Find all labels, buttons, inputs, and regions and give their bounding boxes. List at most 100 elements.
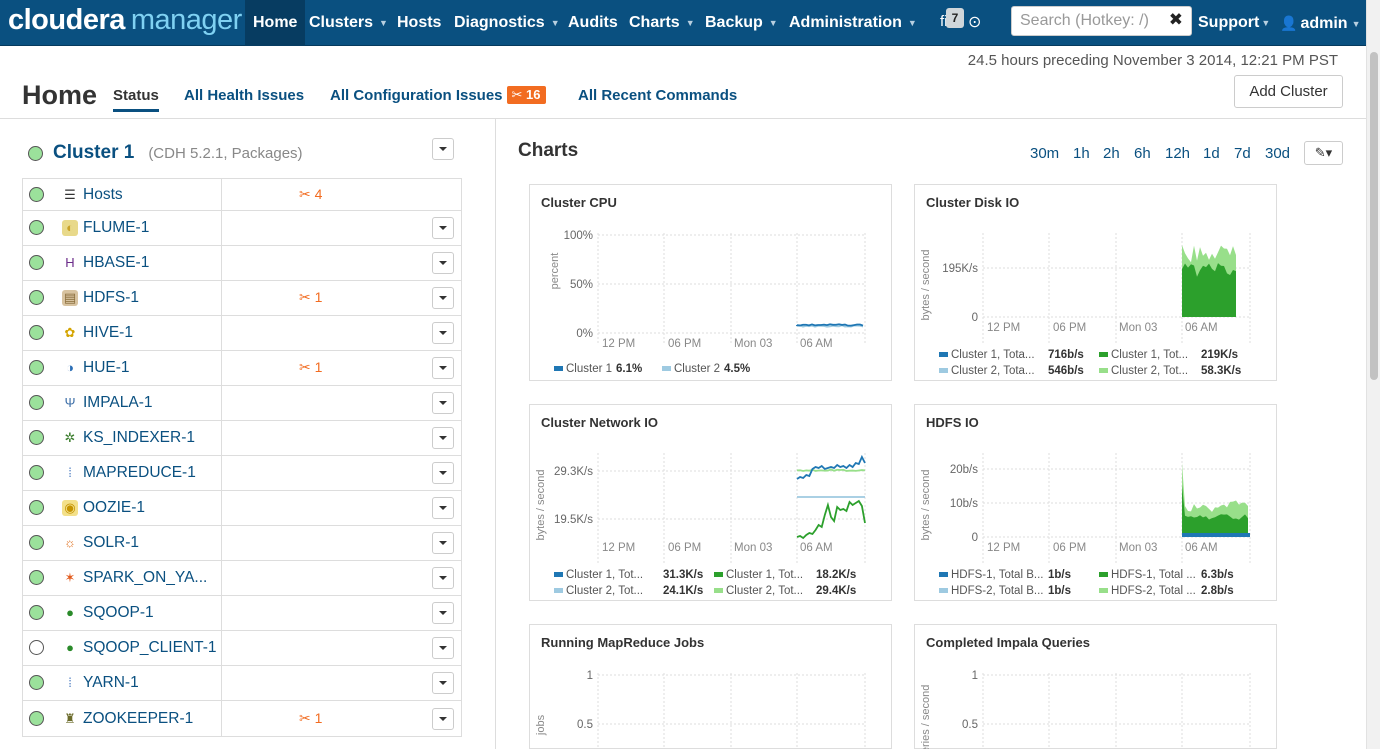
wrench-icon[interactable]: ﬁ xyxy=(940,13,948,30)
time-range-6h[interactable]: 6h xyxy=(1134,145,1151,162)
time-range-label[interactable]: 24.5 hours preceding November 3 2014, 12… xyxy=(967,52,1338,69)
service-name-link[interactable]: SQOOP_CLIENT-1 xyxy=(83,639,217,656)
service-actions-dropdown[interactable] xyxy=(432,392,454,414)
service-actions-dropdown[interactable] xyxy=(432,357,454,379)
service-name-link[interactable]: KS_INDEXER-1 xyxy=(83,429,195,446)
nav-clusters[interactable]: Clusters ▼ xyxy=(309,14,388,32)
tab-all-recent-commands[interactable]: All Recent Commands xyxy=(578,87,738,104)
service-row: ☼ SOLR-1 xyxy=(23,526,461,561)
chart-card[interactable]: 100% 50% 0% percent 12 PM 06 PM Mon 03 06 AM Clu… xyxy=(529,184,892,381)
service-actions-dropdown[interactable] xyxy=(432,602,454,624)
service-actions-dropdown[interactable] xyxy=(432,462,454,484)
chart-card[interactable]: 195K/s 0 bytes / second 12 PM 06 PM Mon 03 06 … xyxy=(914,184,1277,381)
config-issue-alert[interactable]: ✂ 1 xyxy=(299,289,323,305)
search-box[interactable]: ✖ xyxy=(1011,6,1192,36)
service-name-link[interactable]: ZOOKEEPER-1 xyxy=(83,709,194,727)
tab-all-health-issues[interactable]: All Health Issues xyxy=(184,87,305,104)
legend-item[interactable]: HDFS-2, Total B... 1b/s xyxy=(939,585,1071,597)
legend-item[interactable]: Cluster 1, Tot... 31.3K/s xyxy=(554,569,703,581)
clear-search-icon[interactable]: ✖ xyxy=(1168,10,1183,29)
service-actions-dropdown[interactable] xyxy=(432,672,454,694)
time-range-30d[interactable]: 30d xyxy=(1265,145,1291,162)
legend-item[interactable]: Cluster 2, Tot... 24.1K/s xyxy=(554,585,703,597)
config-issue-alert[interactable]: ✂ 1 xyxy=(299,359,323,375)
messages-badge[interactable]: 7 xyxy=(946,8,964,28)
time-range-1d[interactable]: 1d xyxy=(1203,145,1220,162)
legend-item[interactable]: Cluster 2, Tota... 546b/s xyxy=(939,365,1084,377)
legend-item[interactable]: Cluster 1, Tot... 219K/s xyxy=(1099,349,1238,361)
legend-item[interactable]: HDFS-1, Total ... 6.3b/s xyxy=(1099,569,1234,581)
service-name-link[interactable]: SPARK_ON_YA... xyxy=(83,569,208,586)
legend-item[interactable]: Cluster 1, Tot... 18.2K/s xyxy=(714,569,856,581)
service-actions-dropdown[interactable] xyxy=(432,252,454,274)
clock-icon[interactable]: ⊙ xyxy=(968,14,982,31)
service-name-link[interactable]: FLUME-1 xyxy=(83,219,150,236)
time-range-12h[interactable]: 12h xyxy=(1165,145,1191,162)
legend-item[interactable]: Cluster 2, Tot... 29.4K/s xyxy=(714,585,856,597)
service-actions-dropdown[interactable] xyxy=(432,287,454,309)
cluster-actions-dropdown[interactable] xyxy=(432,138,454,160)
service-name-link[interactable]: SOLR-1 xyxy=(83,534,139,551)
tab-status[interactable]: Status xyxy=(113,87,159,112)
edit-charts-button[interactable]: ✎▾ xyxy=(1304,141,1343,165)
cloudera-manager-logo[interactable]: cloudera manager xyxy=(8,4,242,40)
scrollbar-thumb[interactable] xyxy=(1370,52,1378,380)
chart-title[interactable]: Completed Impala Queries xyxy=(926,635,1090,650)
chart-title[interactable]: HDFS IO xyxy=(926,415,979,430)
service-actions-dropdown[interactable] xyxy=(432,217,454,239)
service-name-link[interactable]: SQOOP-1 xyxy=(83,604,154,621)
service-name-link[interactable]: HUE-1 xyxy=(83,359,130,376)
vertical-scrollbar[interactable] xyxy=(1366,0,1380,749)
service-name-link[interactable]: HIVE-1 xyxy=(83,324,133,341)
legend-item[interactable]: HDFS-1, Total B... 1b/s xyxy=(939,569,1071,581)
chart-card[interactable]: 29.3K/s 19.5K/s bytes / second 12 PM 06 PM Mo… xyxy=(529,404,892,601)
service-actions-dropdown[interactable] xyxy=(432,427,454,449)
service-name-link[interactable]: HBASE-1 xyxy=(83,254,150,271)
nav-home[interactable]: Home xyxy=(245,0,306,46)
time-range-7d[interactable]: 7d xyxy=(1234,145,1251,162)
tab-all-configuration-issues[interactable]: All Configuration Issues ✂ 16 xyxy=(330,86,546,104)
chart-title[interactable]: Running MapReduce Jobs xyxy=(541,635,705,650)
chart-title[interactable]: Cluster Network IO xyxy=(541,415,659,430)
service-actions-dropdown[interactable] xyxy=(432,497,454,519)
service-actions-dropdown[interactable] xyxy=(432,532,454,554)
config-issue-alert[interactable]: ✂ 1 xyxy=(299,709,323,726)
chart-card[interactable]: 1 0.5 jobs Running MapReduce Jobs xyxy=(529,624,892,749)
nav-backup[interactable]: Backup ▼ xyxy=(705,14,778,32)
legend-item[interactable]: HDFS-2, Total ... 2.8b/s xyxy=(1099,585,1234,597)
time-range-1h[interactable]: 1h xyxy=(1073,145,1090,162)
service-actions-dropdown[interactable] xyxy=(432,707,454,730)
add-cluster-button[interactable]: Add Cluster xyxy=(1234,75,1343,108)
legend-item[interactable]: Cluster 2, Tot... 58.3K/s xyxy=(1099,365,1241,377)
legend-item[interactable]: Cluster 2 4.5% xyxy=(662,363,750,375)
service-name-link[interactable]: HDFS-1 xyxy=(83,289,139,306)
legend-item[interactable]: Cluster 1, Tota... 716b/s xyxy=(939,349,1084,361)
search-input[interactable] xyxy=(1012,7,1162,35)
nav-administration[interactable]: Administration ▼ xyxy=(789,14,917,32)
service-name-link[interactable]: IMPALA-1 xyxy=(83,394,153,411)
config-issue-alert[interactable]: ✂ 4 xyxy=(299,185,323,202)
cluster-name-link[interactable]: Cluster 1 xyxy=(53,142,135,163)
time-range-30m[interactable]: 30m xyxy=(1030,145,1060,162)
chart-card[interactable]: 1 0.5 queries / second Completed Impala Que… xyxy=(914,624,1277,749)
nav-charts[interactable]: Charts ▼ xyxy=(629,14,695,32)
chart-card[interactable]: 20b/s 10b/s 0 bytes / second 12 PM 06 PM Mon 0… xyxy=(914,404,1277,601)
service-actions-dropdown[interactable] xyxy=(432,567,454,589)
legend-label: Cluster 2, Tota... xyxy=(951,365,1035,377)
chart-title[interactable]: Cluster CPU xyxy=(541,195,617,210)
nav-audits[interactable]: Audits xyxy=(568,14,618,31)
time-range-2h[interactable]: 2h xyxy=(1103,145,1120,162)
nav-support[interactable]: Support ▼ xyxy=(1198,14,1271,32)
x-tick-label: 12 PM xyxy=(602,338,635,350)
nav-hosts[interactable]: Hosts xyxy=(397,14,442,31)
nav-diagnostics[interactable]: Diagnostics ▼ xyxy=(454,14,560,32)
legend-item[interactable]: Cluster 1 6.1% xyxy=(554,363,642,375)
service-name-link[interactable]: YARN-1 xyxy=(83,674,139,691)
service-actions-dropdown[interactable] xyxy=(432,637,454,659)
service-actions-dropdown[interactable] xyxy=(432,322,454,344)
chart-title[interactable]: Cluster Disk IO xyxy=(926,195,1020,210)
nav-user[interactable]: 👤 admin ▼ xyxy=(1280,15,1361,32)
service-name-link[interactable]: Hosts xyxy=(83,185,123,203)
service-name-link[interactable]: MAPREDUCE-1 xyxy=(83,464,196,481)
service-name-link[interactable]: OOZIE-1 xyxy=(83,499,146,516)
